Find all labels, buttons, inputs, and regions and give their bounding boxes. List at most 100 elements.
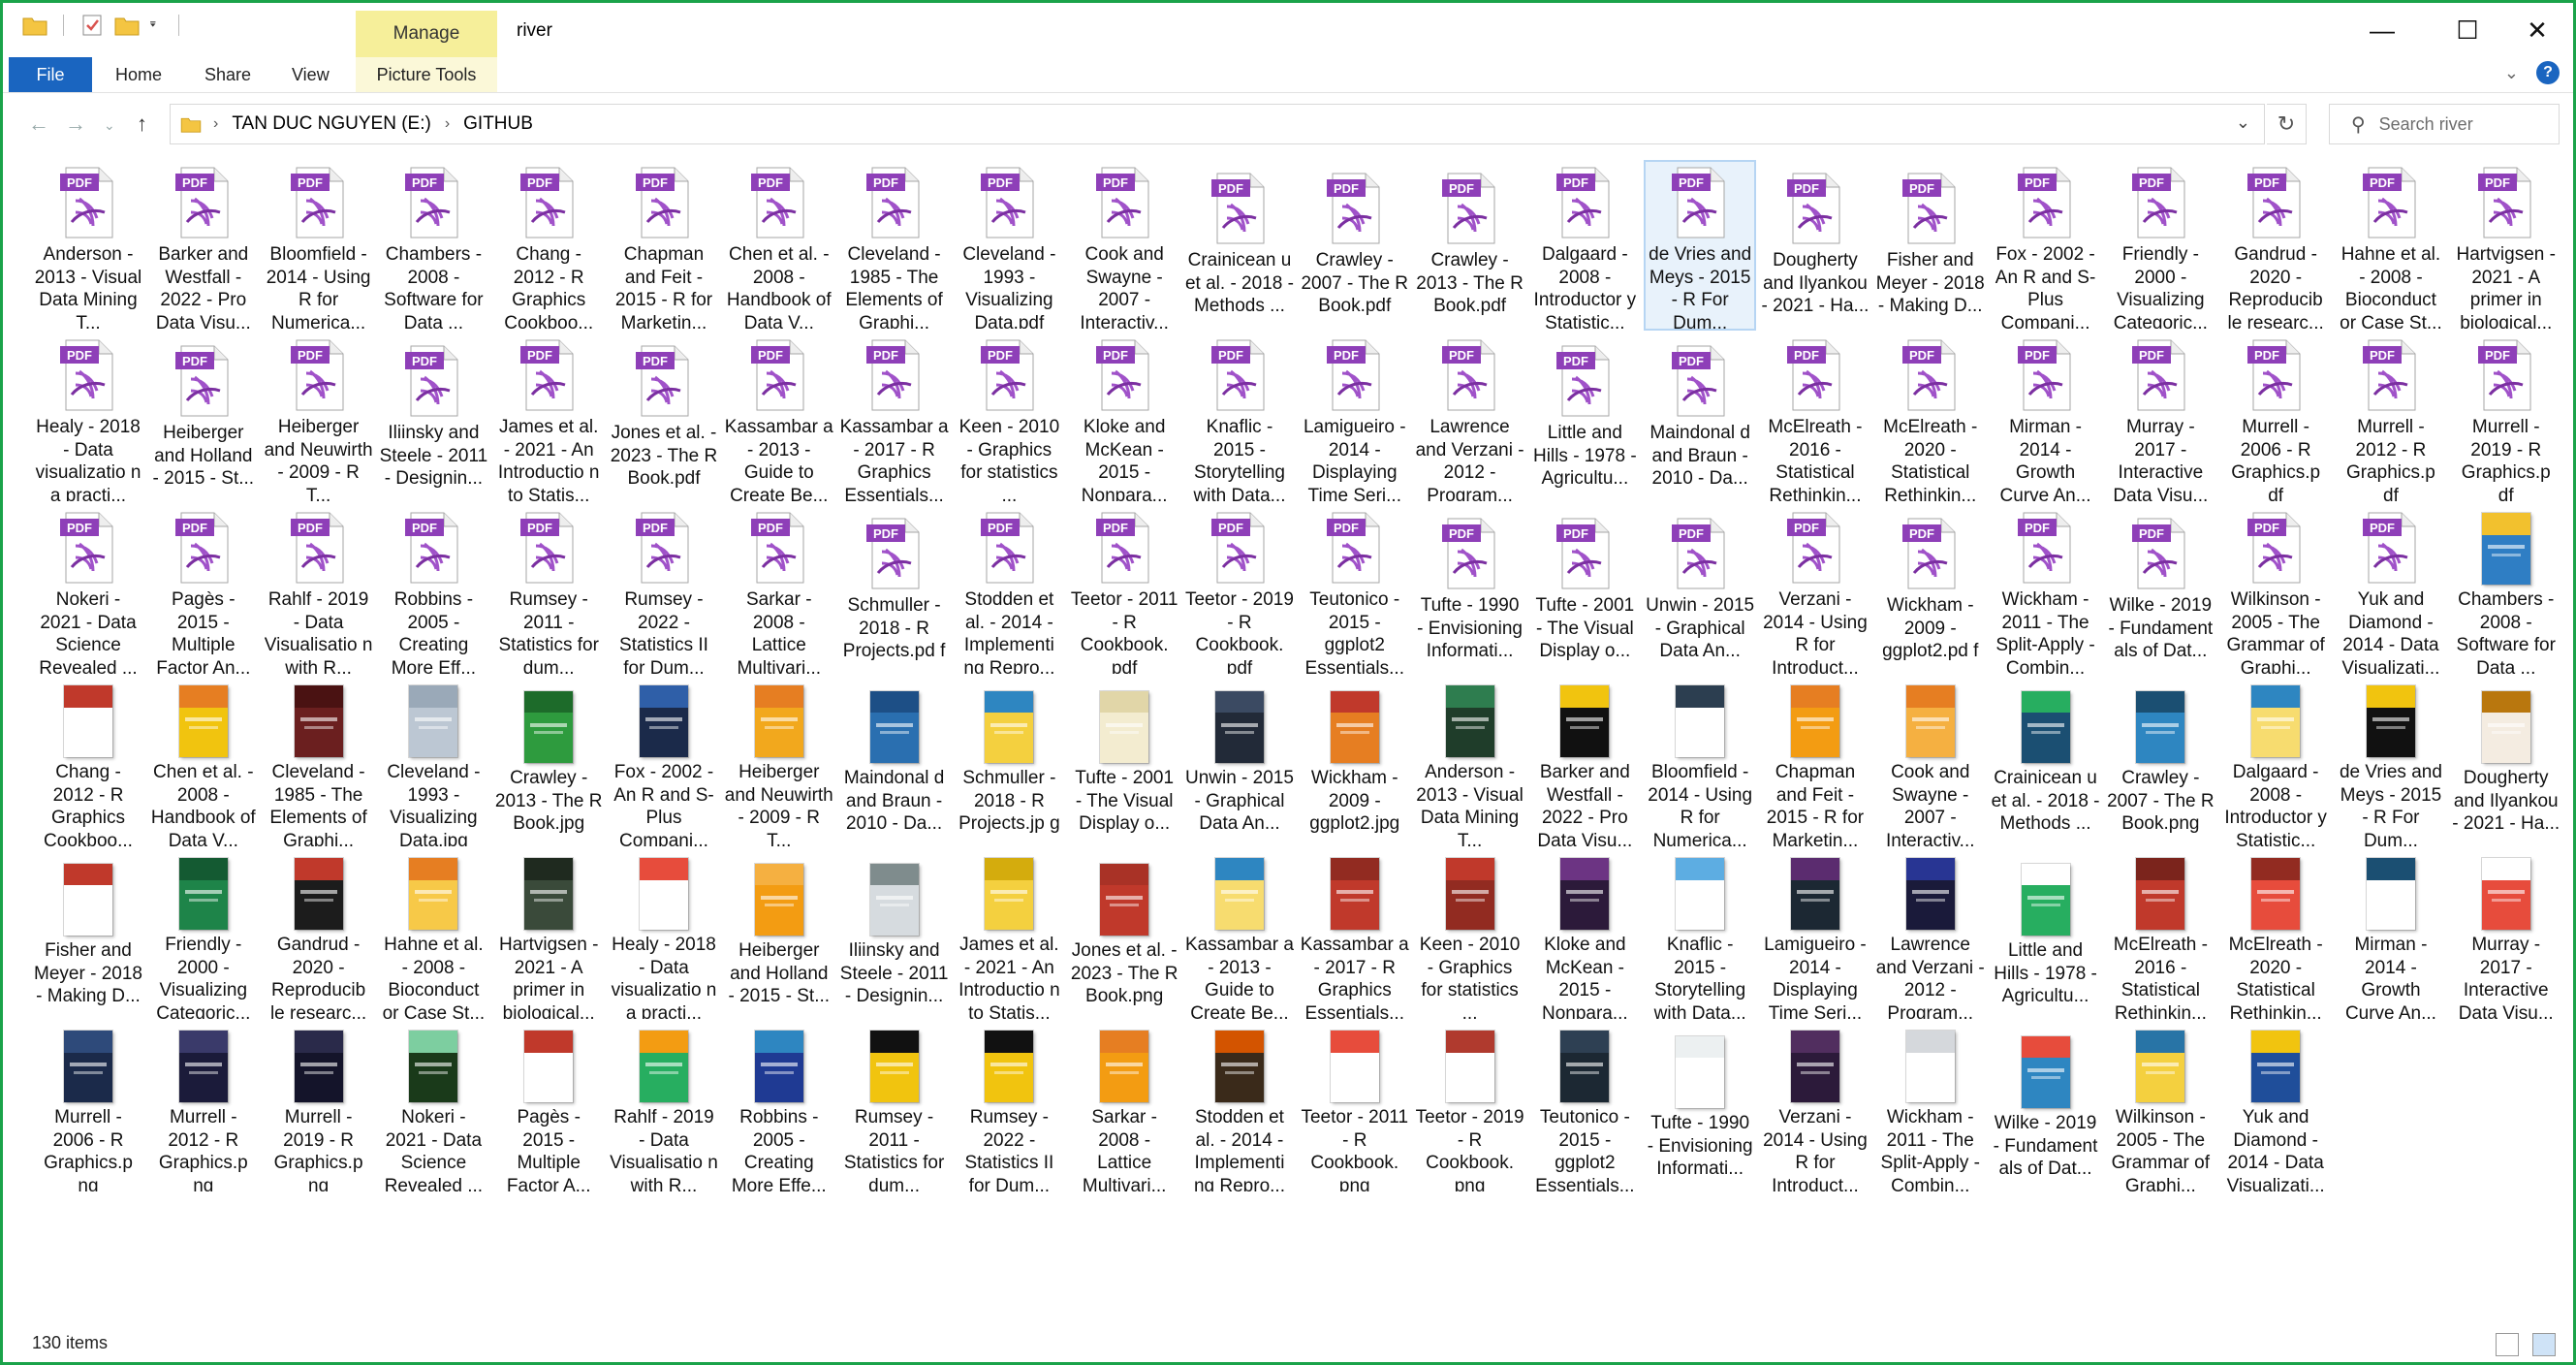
close-button[interactable]: ✕: [2527, 15, 2548, 45]
file-item[interactable]: Heiberger and Neuwirth - 2009 - R T...: [725, 680, 833, 846]
file-item[interactable]: PDF Tufte - 2001 - The Visual Display o..…: [1530, 507, 1639, 674]
file-item[interactable]: James et al. - 2021 - An Introductio n t…: [955, 852, 1063, 1019]
file-item[interactable]: Hahne et al. - 2008 - Bioconduct or Case…: [379, 852, 487, 1019]
chevron-down-icon[interactable]: [149, 15, 163, 36]
file-item[interactable]: Chapman and Feit - 2015 - R for Marketin…: [1761, 680, 1869, 846]
file-item[interactable]: PDF Nokeri - 2021 - Data Science Revealed…: [34, 507, 142, 674]
file-item[interactable]: PDF Heiberger and Neuwirth - 2009 - R T..…: [265, 334, 373, 501]
file-item[interactable]: McElreath - 2016 - Statistical Rethinkin…: [2106, 852, 2215, 1019]
file-item[interactable]: PDF Wickham - 2009 - ggplot2.pd f: [1876, 507, 1985, 674]
file-item[interactable]: Iliinsky and Steele - 2011 - Designin...: [840, 852, 949, 1019]
file-item[interactable]: Pagès - 2015 - Multiple Factor A...: [494, 1025, 603, 1191]
file-item[interactable]: Hartvigsen - 2021 - A primer in biologic…: [494, 852, 603, 1019]
file-item[interactable]: Murrell - 2012 - R Graphics.p ng: [149, 1025, 258, 1191]
large-icons-view-icon[interactable]: [2532, 1333, 2556, 1356]
file-item[interactable]: Sarkar - 2008 - Lattice Multivari...: [1070, 1025, 1178, 1191]
up-button[interactable]: ↑: [137, 111, 147, 136]
file-item[interactable]: Anderson - 2013 - Visual Data Mining T..…: [1416, 680, 1524, 846]
file-item[interactable]: Robbins - 2005 - Creating More Effe...: [725, 1025, 833, 1191]
file-item[interactable]: PDF Sarkar - 2008 - Lattice Multivari...: [725, 507, 833, 674]
file-item[interactable]: PDF Tufte - 1990 - Envisioning Informati.…: [1416, 507, 1524, 674]
forward-button[interactable]: →: [65, 111, 86, 136]
tab-share[interactable]: Share: [204, 64, 252, 84]
file-item[interactable]: PDF Gandrud - 2020 - Reproducib le resear…: [2221, 162, 2330, 329]
file-item[interactable]: Stodden et al. - 2014 - Implementi ng Re…: [1185, 1025, 1294, 1191]
breadcrumb-folder[interactable]: GITHUB: [463, 113, 533, 134]
file-item[interactable]: PDF James et al. - 2021 - An Introductio …: [494, 334, 603, 501]
details-view-icon[interactable]: [2496, 1333, 2519, 1356]
file-item[interactable]: Heiberger and Holland - 2015 - St...: [725, 852, 833, 1019]
file-item[interactable]: Nokeri - 2021 - Data Science Revealed ..…: [379, 1025, 487, 1191]
file-item[interactable]: PDF Maindonal d and Braun - 2010 - Da...: [1646, 334, 1754, 501]
file-item[interactable]: PDF Chapman and Feit - 2015 - R for Marke…: [610, 162, 718, 329]
file-item[interactable]: Tufte - 2001 - The Visual Display o...: [1070, 680, 1178, 846]
breadcrumb-drive[interactable]: TAN DUC NGUYEN (E:): [232, 113, 431, 134]
file-item[interactable]: Little and Hills - 1978 - Agricultu...: [1992, 852, 2100, 1019]
tab-home[interactable]: Home: [115, 64, 163, 84]
file-item[interactable]: Murrell - 2019 - R Graphics.p ng: [265, 1025, 373, 1191]
file-item[interactable]: Teetor - 2019 - R Cookbook. png: [1416, 1025, 1524, 1191]
file-item[interactable]: Jones et al. - 2023 - The R Book.png: [1070, 852, 1178, 1019]
properties-icon[interactable]: [79, 15, 105, 36]
folder-icon[interactable]: [22, 15, 47, 36]
file-item[interactable]: PDF Dougherty and Ilyankou - 2021 - Ha...: [1761, 162, 1869, 329]
file-item[interactable]: PDF Anderson - 2013 - Visual Data Mining …: [34, 162, 142, 329]
tab-view[interactable]: View: [292, 64, 330, 84]
file-item[interactable]: PDF Teetor - 2019 - R Cookbook. pdf: [1185, 507, 1294, 674]
file-item[interactable]: Cleveland - 1985 - The Elements of Graph…: [265, 680, 373, 846]
file-item[interactable]: Crawley - 2007 - The R Book.png: [2106, 680, 2215, 846]
file-item[interactable]: PDF Friendly - 2000 - Visualizing Categor…: [2106, 162, 2215, 329]
file-item[interactable]: PDF Crawley - 2013 - The R Book.pdf: [1416, 162, 1524, 329]
file-item[interactable]: PDF Mirman - 2014 - Growth Curve An...: [1992, 334, 2100, 501]
file-item[interactable]: Verzani - 2014 - Using R for Introduct..…: [1761, 1025, 1869, 1191]
refresh-button[interactable]: ↻: [2267, 104, 2307, 144]
file-item[interactable]: PDF Hahne et al. - 2008 - Bioconduct or C…: [2337, 162, 2445, 329]
expand-ribbon-icon[interactable]: ⌄: [2503, 62, 2519, 82]
help-icon[interactable]: ?: [2536, 61, 2560, 84]
file-item[interactable]: PDF Teutonico - 2015 - ggplot2 Essentials…: [1301, 507, 1409, 674]
file-item[interactable]: PDF Unwin - 2015 - Graphical Data An...: [1646, 507, 1754, 674]
file-item[interactable]: Crawley - 2013 - The R Book.jpg: [494, 680, 603, 846]
file-item[interactable]: Rumsey - 2011 - Statistics for dum...: [840, 1025, 949, 1191]
file-item[interactable]: PDF Robbins - 2005 - Creating More Eff...: [379, 507, 487, 674]
file-item[interactable]: PDF Verzani - 2014 - Using R for Introduc…: [1761, 507, 1869, 674]
file-item[interactable]: Gandrud - 2020 - Reproducib le researc..…: [265, 852, 373, 1019]
file-item[interactable]: PDF de Vries and Meys - 2015 - R For Dum.…: [1644, 160, 1757, 331]
new-folder-icon[interactable]: [114, 15, 140, 36]
file-item[interactable]: Wickham - 2011 - The Split-Apply -Combin…: [1876, 1025, 1985, 1191]
recent-locations-icon[interactable]: ⌄: [104, 117, 115, 133]
file-item[interactable]: PDF Lamigueiro - 2014 - Displaying Time S…: [1301, 334, 1409, 501]
file-item[interactable]: Crainicean u et al. - 2018 - Methods ...: [1992, 680, 2100, 846]
file-item[interactable]: PDF Stodden et al. - 2014 - Implementi ng…: [955, 507, 1063, 674]
file-item[interactable]: Teetor - 2011 - R Cookbook. png: [1301, 1025, 1409, 1191]
file-item[interactable]: Schmuller - 2018 - R Projects.jp g: [955, 680, 1063, 846]
file-item[interactable]: Chen et al. - 2008 - Handbook of Data V.…: [149, 680, 258, 846]
file-item[interactable]: Knaflic - 2015 - Storytelling with Data.…: [1646, 852, 1754, 1019]
file-item[interactable]: PDF Fox - 2002 - An R and S-Plus Compani.…: [1992, 162, 2100, 329]
file-item[interactable]: PDF Crawley - 2007 - The R Book.pdf: [1301, 162, 1409, 329]
file-item[interactable]: PDF Kloke and McKean - 2015 - Nonpara...: [1070, 334, 1178, 501]
file-item[interactable]: PDF Rahlf - 2019 - Data Visualisatio n wi…: [265, 507, 373, 674]
file-item[interactable]: PDF Murray - 2017 - Interactive Data Visu…: [2106, 334, 2215, 501]
file-item[interactable]: PDF Yuk and Diamond - 2014 - Data Visuali…: [2337, 507, 2445, 674]
file-item[interactable]: PDF Murrell - 2019 - R Graphics.p df: [2452, 334, 2560, 501]
file-item[interactable]: Murrell - 2006 - R Graphics.p ng: [34, 1025, 142, 1191]
file-item[interactable]: PDF Chambers - 2008 - Software for Data .…: [379, 162, 487, 329]
file-item[interactable]: Fisher and Meyer - 2018 - Making D...: [34, 852, 142, 1019]
file-item[interactable]: PDF Dalgaard - 2008 - Introductor y Stati…: [1530, 162, 1639, 329]
file-item[interactable]: PDF Chen et al. - 2008 - Handbook of Data…: [725, 162, 833, 329]
file-item[interactable]: Tufte - 1990 - Envisioning Informati...: [1646, 1025, 1754, 1191]
file-item[interactable]: PDF Schmuller - 2018 - R Projects.pd f: [840, 507, 949, 674]
maximize-button[interactable]: ☐: [2456, 15, 2479, 45]
file-item[interactable]: Mirman - 2014 - Growth Curve An...: [2337, 852, 2445, 1019]
manage-tab[interactable]: Manage: [356, 11, 497, 57]
file-item[interactable]: Maindonal d and Braun - 2010 - Da...: [840, 680, 949, 846]
file-item[interactable]: PDF Knaflic - 2015 - Storytelling with Da…: [1185, 334, 1294, 501]
minimize-button[interactable]: —: [2370, 15, 2395, 45]
file-item[interactable]: Rumsey - 2022 - Statistics II for Dum...: [955, 1025, 1063, 1191]
file-item[interactable]: Keen - 2010 - Graphics for statistics ..…: [1416, 852, 1524, 1019]
file-item[interactable]: PDF Kassambar a - 2013 - Guide to Create …: [725, 334, 833, 501]
file-item[interactable]: McElreath - 2020 - Statistical Rethinkin…: [2221, 852, 2330, 1019]
file-item[interactable]: PDF Barker and Westfall - 2022 - Pro Data…: [149, 162, 258, 329]
file-item[interactable]: PDF Bloomfield - 2014 - Using R for Numer…: [265, 162, 373, 329]
